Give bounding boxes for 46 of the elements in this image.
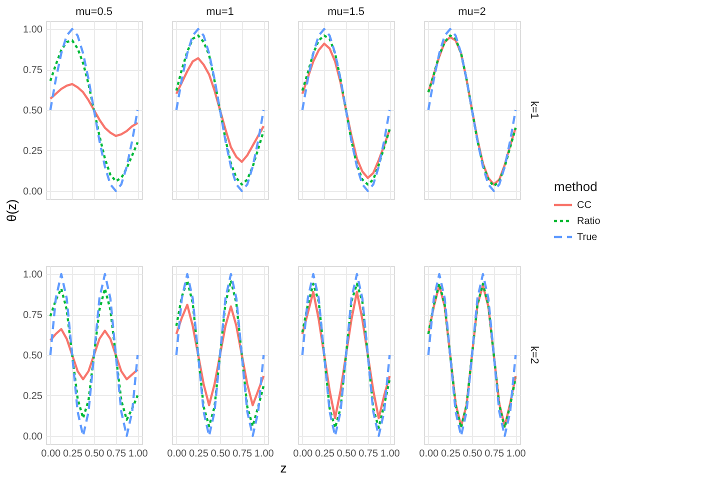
y2-axis-title: k=1 [528, 100, 540, 120]
y-axis-title: θ(z) [4, 199, 20, 222]
line-series [49, 328, 139, 380]
x-tick-label: 1.00 [506, 448, 526, 460]
y-tick-label: 0.75 [23, 65, 43, 76]
y-tick-label: 0.50 [23, 350, 43, 362]
x-tick-label: 0.50 [84, 448, 105, 460]
x-axis-title: z [280, 460, 287, 476]
x-tick-label: 0.50 [462, 448, 483, 460]
chart-title: mu=2 [458, 6, 486, 18]
x-tick-label: 0.25 [314, 448, 335, 460]
x-tick-label: 0.50 [336, 448, 357, 460]
y-tick-label: 0.25 [23, 146, 43, 157]
legend-label: True [577, 232, 598, 243]
x-tick-label: 0.00 [293, 448, 314, 460]
x-tick-label: 0.50 [210, 448, 231, 460]
legend-label: CC [577, 200, 592, 211]
line-series [49, 83, 139, 137]
y-tick-label: 0.25 [23, 390, 43, 402]
x-tick-label: 0.75 [106, 448, 126, 460]
x-tick-label: 1.00 [380, 448, 400, 460]
x-tick-label: 1.00 [254, 448, 274, 460]
x-tick-label: 0.75 [358, 448, 378, 460]
x-tick-label: 0.25 [188, 448, 209, 460]
x-tick-label: 0.00 [419, 448, 440, 460]
y-tick-label: 0.00 [23, 431, 43, 442]
chart-title: mu=1 [206, 6, 234, 18]
legend-label: Ratio [577, 216, 601, 227]
legend-title: method [554, 179, 598, 194]
chart-title: mu=1.5 [328, 6, 364, 18]
y2-axis-title: k=2 [528, 346, 540, 364]
x-tick-label: 0.75 [232, 448, 252, 460]
x-tick-label: 0.25 [440, 448, 461, 460]
y-tick-label: 1.00 [23, 270, 43, 281]
y-tick-label: 1.00 [23, 24, 43, 36]
x-tick-label: 0.75 [484, 448, 504, 460]
x-tick-label: 0.00 [167, 448, 188, 460]
chart-title: mu=0.5 [76, 6, 112, 18]
y-tick-label: 0.50 [23, 106, 43, 116]
x-tick-label: 1.00 [128, 448, 148, 460]
line-series [49, 288, 139, 421]
y-tick-label: 0.00 [23, 186, 43, 198]
line-series [49, 272, 139, 438]
y-tick-label: 0.75 [23, 310, 43, 322]
x-tick-label: 0.25 [62, 448, 83, 460]
x-tick-label: 0.00 [41, 448, 62, 460]
